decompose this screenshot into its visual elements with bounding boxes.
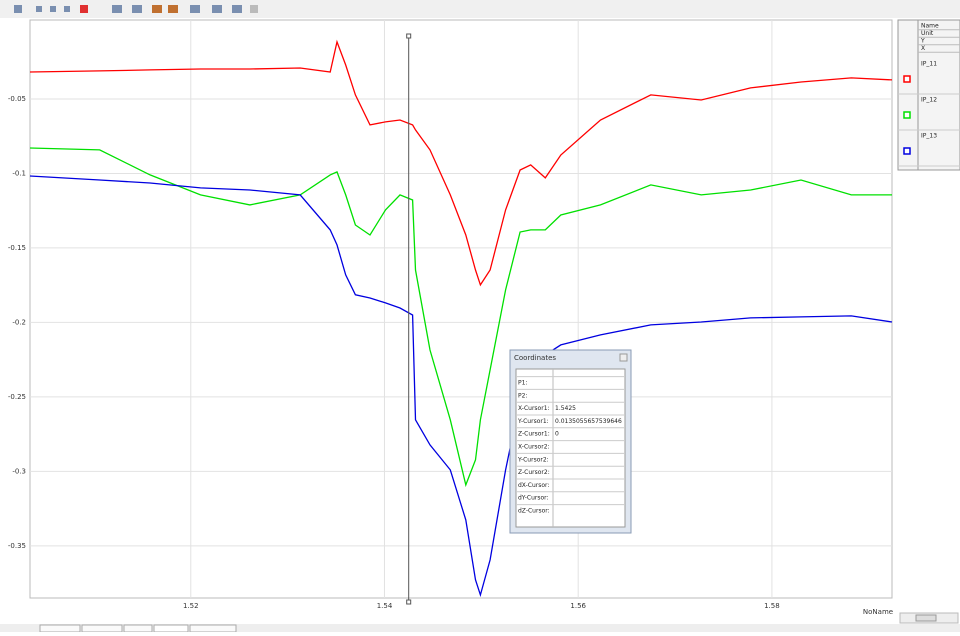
tool-button[interactable]: [232, 5, 242, 13]
dialog-row-label: dX-Cursor:: [518, 482, 549, 489]
dialog-row-label: X-Cursor2:: [518, 444, 550, 451]
panel-header: Unit: [921, 30, 934, 37]
y-tick-label: -0.2: [12, 318, 26, 326]
y-tick-label: -0.15: [8, 244, 26, 252]
y-tick-label: -0.35: [8, 542, 26, 550]
x-tick-label: 1.56: [570, 602, 586, 610]
y-tick-label: -0.25: [8, 393, 26, 401]
dialog-row-value: 0: [555, 431, 559, 438]
tab[interactable]: [39, 624, 81, 633]
cursor-handle: [406, 33, 412, 39]
y-tick-label: -0.05: [8, 95, 26, 103]
legend-label: IP_11: [921, 61, 937, 68]
series-lines: [29, 33, 893, 605]
dialog-rows: P1: P2: X-Cursor1: 1.5425 Y-Cursor1: 0.013505…: [516, 369, 625, 527]
dialog-row-label: dZ-Cursor:: [518, 508, 550, 515]
tool-button[interactable]: [250, 5, 258, 13]
tool-button[interactable]: [212, 5, 222, 13]
dialog-row-value: 0.0135055657539646: [555, 418, 622, 425]
tab[interactable]: [81, 624, 123, 633]
series-line: [29, 147, 892, 488]
dialog-row-label: Z-Cursor1:: [518, 431, 550, 438]
legend-swatch: [903, 111, 911, 119]
dialog-title: Coordinates: [514, 354, 556, 362]
legend-swatch: [903, 75, 911, 83]
dialog-row-label: X-Cursor1:: [518, 405, 550, 412]
y-tick-label: -0.1: [12, 169, 26, 177]
dialog-row-label: Z-Cursor2:: [518, 469, 550, 476]
tab[interactable]: [189, 624, 237, 633]
close-button[interactable]: [619, 353, 628, 362]
legend-label: IP_13: [921, 133, 937, 140]
legend-label: IP_12: [921, 97, 937, 104]
tool-button[interactable]: [36, 6, 42, 12]
tool-button[interactable]: [152, 5, 162, 13]
x-axis-label: NoName: [863, 608, 893, 616]
tool-button[interactable]: [14, 5, 22, 13]
panel-header: Name: [921, 23, 939, 30]
series-line: [29, 39, 893, 287]
x-tick-label: 1.52: [183, 602, 199, 610]
tab-bar: [0, 624, 960, 632]
scroll-thumb[interactable]: [915, 614, 937, 622]
tool-button[interactable]: [50, 6, 56, 12]
toolbar-icons: [14, 5, 258, 13]
dialog-row-label: P1:: [518, 380, 527, 387]
coordinates-dialog: Coordinates P1: P2: X-Cursor1: 1.5425 Y-Curs…: [509, 349, 632, 534]
x-tick-label: 1.58: [764, 602, 780, 610]
tabs: [39, 624, 237, 633]
series-line: [29, 175, 893, 598]
tool-button[interactable]: [64, 6, 70, 12]
plot-area: [29, 19, 893, 599]
toolbar: [0, 0, 960, 18]
cursor-handle: [406, 599, 412, 605]
panel-header: X: [921, 45, 925, 52]
dialog-row-label: Y-Cursor2:: [517, 456, 549, 463]
tool-button[interactable]: [80, 5, 88, 13]
dialog-row-label: P2:: [518, 392, 527, 399]
tool-button[interactable]: [132, 5, 142, 13]
tool-button[interactable]: [168, 5, 178, 13]
legend-swatch: [903, 147, 911, 155]
dialog-row-value: 1.5425: [555, 405, 576, 412]
tab[interactable]: [123, 624, 153, 633]
y-tick-label: -0.3: [12, 467, 26, 475]
tool-button[interactable]: [190, 5, 200, 13]
tab[interactable]: [153, 624, 189, 633]
dialog-table: [515, 368, 626, 528]
dialog-row-label: Y-Cursor1:: [517, 418, 549, 425]
x-tick-label: 1.54: [377, 602, 393, 610]
tool-button[interactable]: [112, 5, 122, 13]
dialog-row-label: dY-Cursor:: [518, 495, 549, 502]
panel-header: Y: [920, 38, 925, 45]
